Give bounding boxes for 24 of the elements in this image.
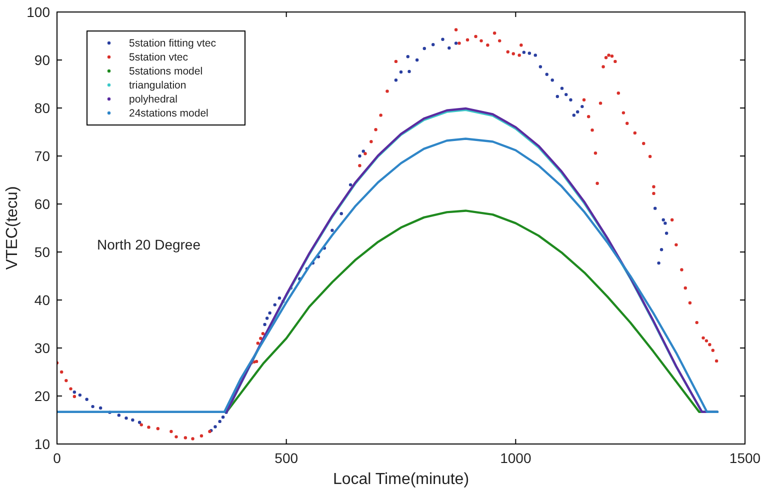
y-tick-label: 10 (34, 436, 50, 452)
legend-label: 24stations model (129, 108, 208, 120)
x-tick-label: 500 (274, 450, 298, 466)
x-tick-label: 1500 (729, 450, 761, 466)
y-tick-label: 30 (34, 340, 50, 356)
y-tick-label: 70 (34, 148, 50, 164)
line-series (57, 138, 719, 413)
legend-label: 5stations model (129, 66, 203, 78)
y-tick-label: 20 (34, 388, 50, 404)
legend-label: polyhedral (129, 94, 178, 106)
y-tick-label: 80 (34, 100, 50, 116)
legend-label: 5station vtec (129, 52, 188, 64)
y-tick-label: 60 (34, 196, 50, 212)
y-tick-label: 90 (34, 52, 50, 68)
y-tick-label: 40 (34, 292, 50, 308)
x-tick-label: 1000 (500, 450, 532, 466)
x-axis-title: Local Time(minute) (332, 471, 470, 488)
x-tick-label: 0 (53, 450, 62, 466)
y-tick-label: 100 (26, 4, 50, 20)
legend-label: 5station fitting vtec (129, 38, 216, 50)
y-axis-title: VTEC(tecu) (4, 186, 21, 270)
legend-label: triangulation (129, 80, 186, 92)
annotation: North 20 Degree (97, 236, 201, 253)
y-tick-label: 50 (34, 244, 50, 260)
